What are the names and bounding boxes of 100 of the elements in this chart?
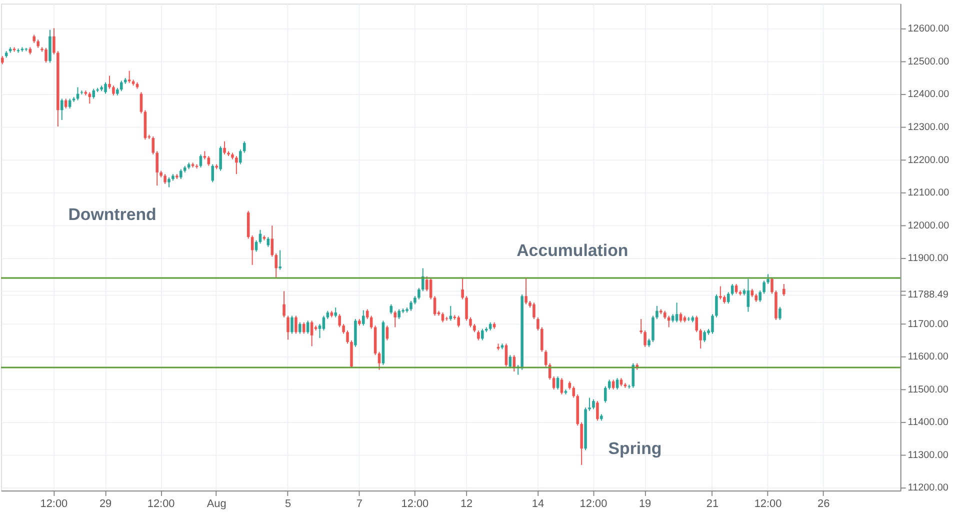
candlestick [592, 398, 595, 410]
candlestick [398, 308, 400, 320]
candlestick [322, 315, 326, 331]
x-tick-label: 21 [706, 498, 719, 510]
candlestick [524, 278, 528, 305]
candlestick [362, 310, 365, 326]
candlestick [730, 283, 734, 296]
candlestick [556, 376, 560, 390]
x-tick-label: 5 [284, 498, 292, 510]
candlestick [695, 315, 698, 333]
candlestick [342, 323, 345, 334]
y-tick-label: 11788.49 [908, 290, 949, 301]
candlestick [156, 150, 158, 186]
candlestick [762, 280, 766, 294]
candlestick [699, 328, 702, 350]
candlestick [418, 287, 420, 300]
candlestick [164, 174, 166, 184]
candlestick [540, 326, 544, 352]
candlestick [508, 354, 512, 369]
candlestick [640, 318, 642, 334]
candlestick [52, 28, 56, 55]
x-tick-label: 26 [817, 498, 830, 510]
x-tick-label: 14 [532, 498, 544, 510]
candlestick [422, 268, 424, 292]
candlestick [334, 307, 338, 318]
candlestick [616, 378, 619, 390]
candlestick [746, 278, 750, 312]
candlestick [715, 294, 718, 318]
candlestick [766, 274, 770, 284]
candlestick [140, 92, 143, 114]
candlestick [298, 322, 302, 334]
x-tick-label: Aug [206, 498, 226, 510]
candlestick [782, 283, 786, 297]
candlestick [378, 351, 381, 370]
y-tick-label: 12500.00 [908, 56, 950, 68]
candlestick [719, 286, 722, 300]
candlestick [604, 386, 607, 404]
x-tick-label: 19 [638, 498, 652, 510]
candlestick [278, 250, 282, 270]
candlestick [656, 305, 658, 320]
candlestick [703, 330, 706, 342]
y-tick-label: 11600.00 [908, 352, 949, 363]
candlestick [199, 154, 202, 168]
annotation: Accumulation [516, 240, 628, 260]
candlestick [481, 328, 484, 341]
candlestick [465, 296, 468, 322]
y-tick-label: 11200.00 [908, 482, 949, 494]
candlestick [652, 315, 654, 342]
x-tick-label: 12:00 [40, 498, 68, 510]
annotation: Spring [608, 438, 662, 458]
candlestick [449, 305, 452, 322]
candlestick [60, 98, 64, 120]
candlestick [120, 80, 123, 92]
candlestick [290, 315, 294, 334]
y-tick-label: 12300.00 [908, 122, 950, 134]
candlestick [410, 300, 412, 312]
candlestick [778, 306, 782, 321]
candlestick [44, 47, 48, 64]
y-tick-label: 12000.00 [908, 220, 950, 232]
candlestick [219, 146, 222, 172]
y-tick-label: 12100.00 [908, 188, 950, 199]
candlestick [104, 82, 107, 94]
candlestick [560, 378, 564, 395]
y-tick-label: 11500.00 [908, 384, 949, 396]
candlestick [180, 168, 182, 180]
candlestick [469, 316, 472, 328]
candlestick [394, 310, 397, 328]
candlestick [223, 140, 226, 155]
candlestick [457, 315, 460, 328]
candlestick [207, 156, 210, 166]
candlestick [282, 290, 286, 318]
annotation: Downtrend [68, 205, 156, 224]
candlestick [758, 290, 762, 302]
y-tick-label: 12400.00 [908, 89, 950, 100]
candlestick [588, 397, 591, 412]
candlestick [644, 330, 646, 348]
candlestick [596, 400, 599, 422]
candlestick [338, 314, 341, 328]
candlestick [552, 376, 556, 390]
candlestick [235, 156, 238, 175]
candlestick [433, 296, 436, 316]
candlestick [168, 176, 170, 188]
candlestick [461, 278, 464, 300]
y-tick-label: 12200.00 [908, 154, 950, 166]
candlestick [242, 140, 246, 154]
candlestick [544, 350, 548, 368]
x-tick-label: 29 [99, 498, 112, 510]
candlestick [429, 278, 432, 300]
x-tick-label: 12:00 [147, 498, 175, 510]
x-tick-label: 12:00 [580, 498, 608, 510]
candlestick [386, 325, 389, 341]
x-tick-label: 12:00 [754, 498, 782, 510]
candlestick [346, 330, 349, 344]
candlestick [726, 292, 730, 304]
y-tick-label: 11900.00 [908, 253, 949, 264]
x-tick-label: 12:00 [401, 498, 429, 510]
y-tick-label: 11700.00 [908, 318, 949, 330]
candlestick [128, 70, 131, 84]
x-tick-label: 7 [356, 498, 362, 510]
candlestick [270, 225, 274, 258]
